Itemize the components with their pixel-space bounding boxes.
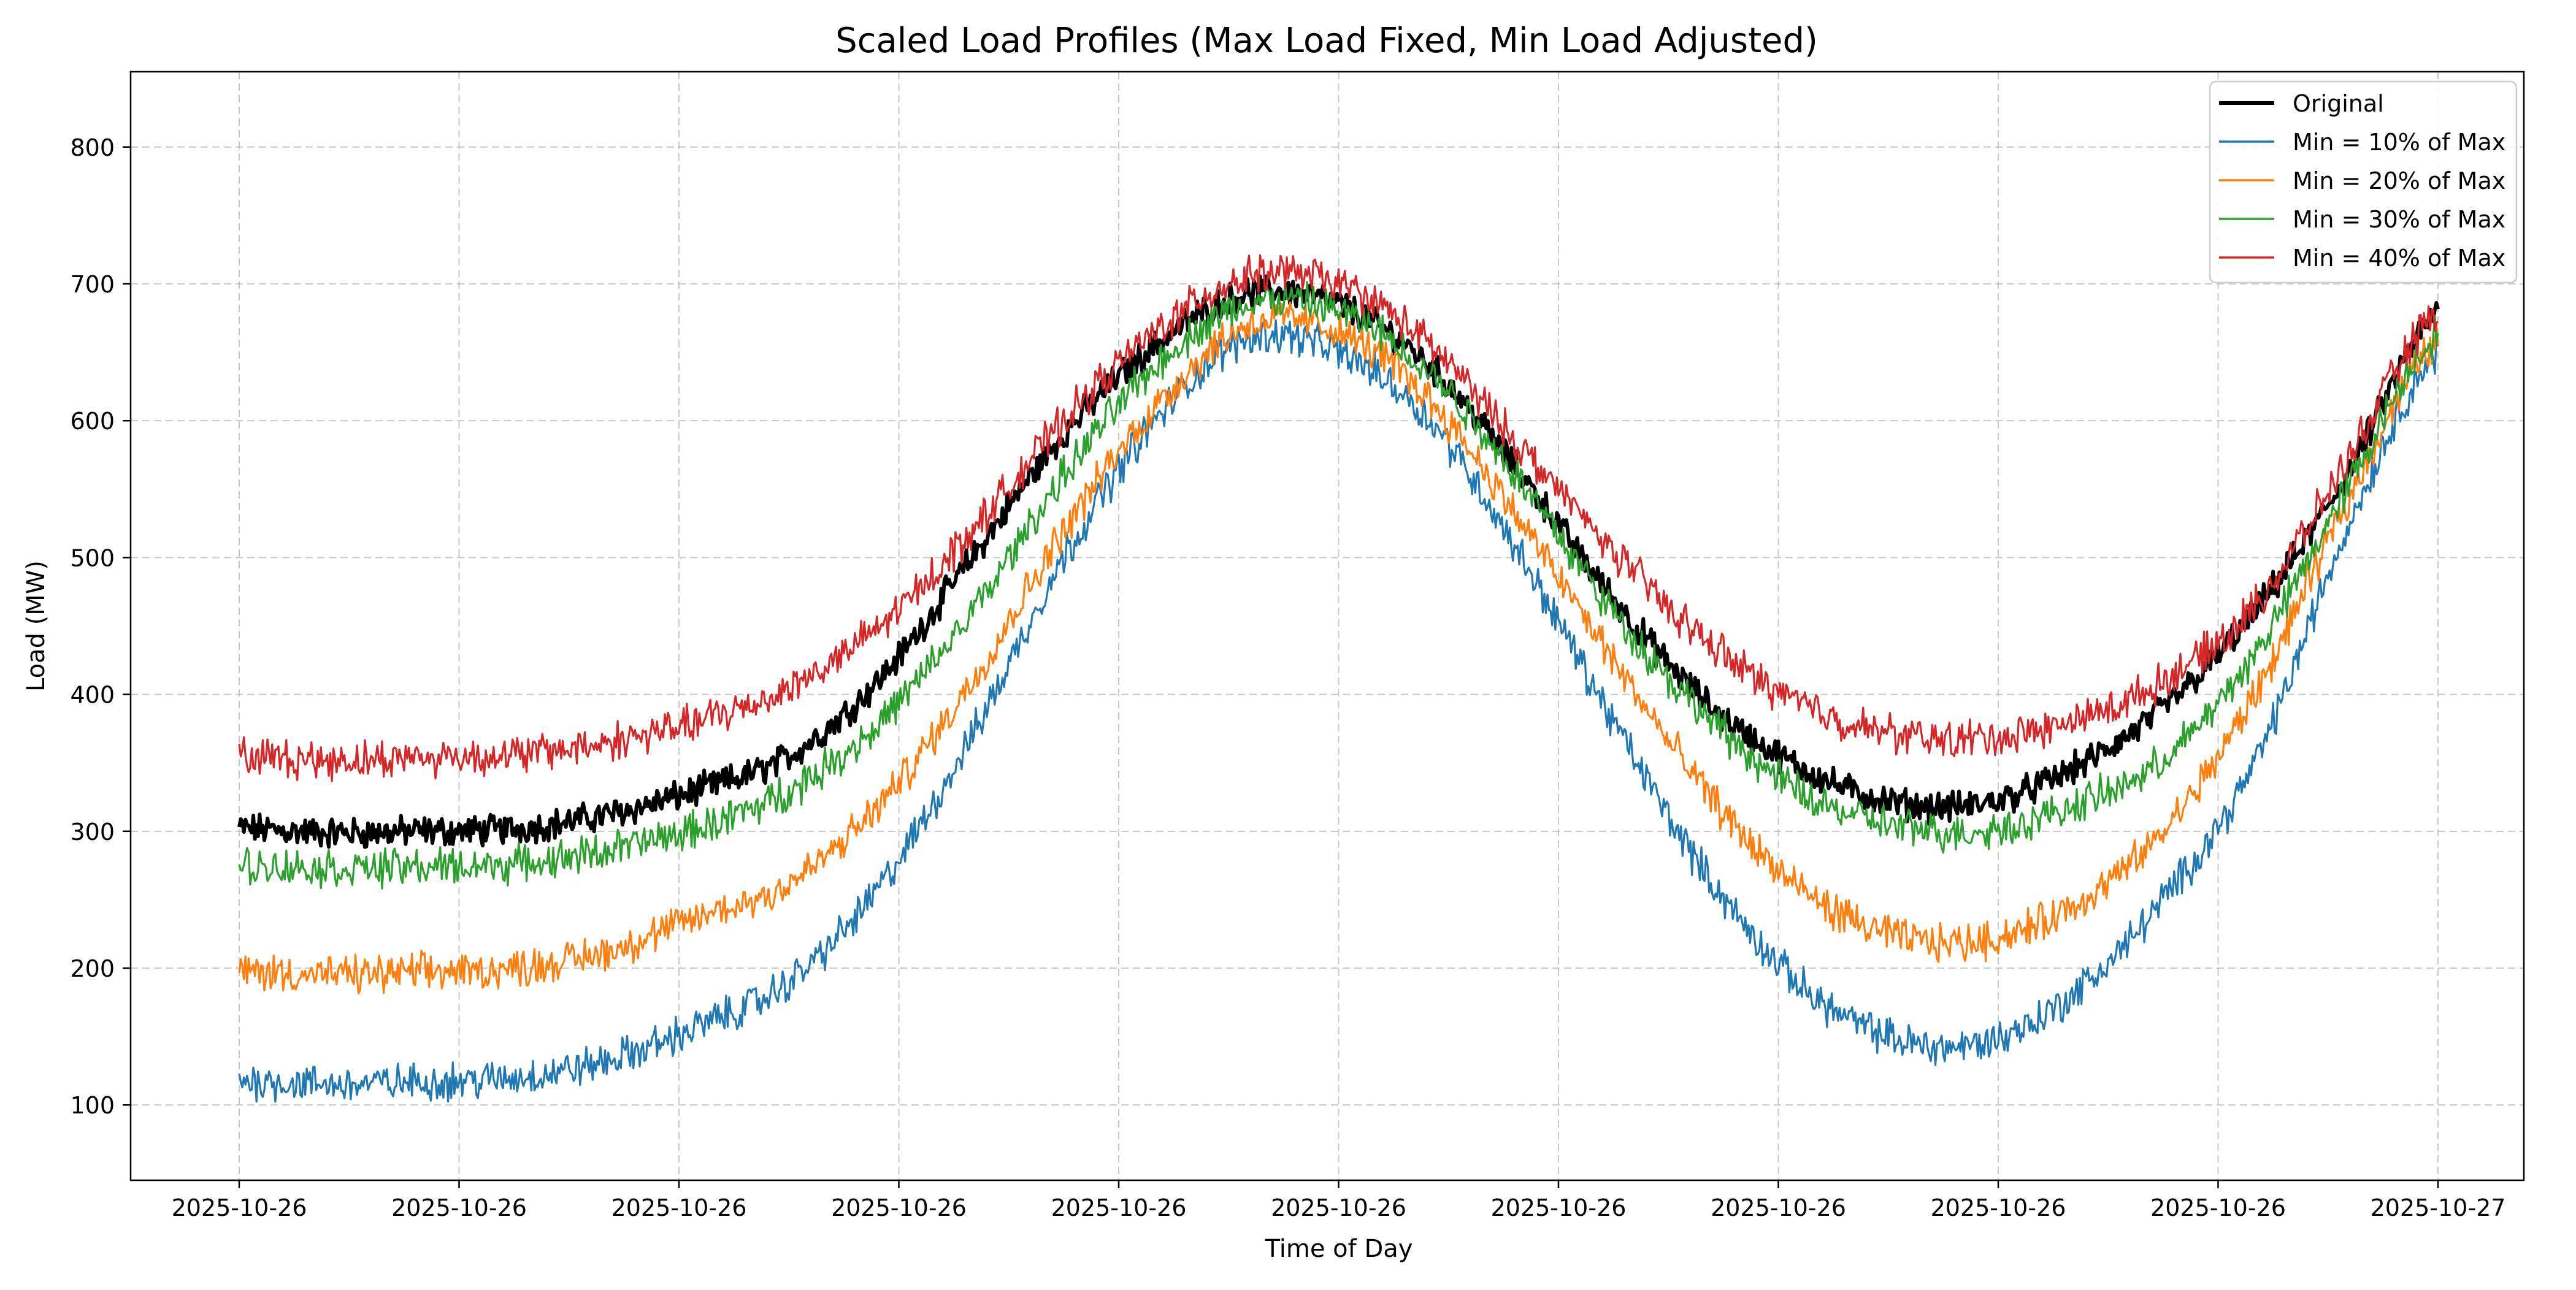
y-axis: 100 200 300 400 500 600 700 800	[70, 134, 131, 1119]
grid	[131, 72, 2524, 1180]
series-line-0	[237, 274, 2440, 849]
series-line-4	[238, 254, 2439, 782]
x-tick-label: 2025-10-26	[1051, 1194, 1187, 1221]
legend-label: Min = 30% of Max	[2293, 206, 2505, 233]
legend-label: Min = 40% of Max	[2293, 245, 2505, 272]
y-tick-label: 200	[70, 955, 115, 982]
x-tick-label: 2025-10-26	[1711, 1194, 1846, 1221]
x-tick-label: 2025-10-26	[611, 1194, 747, 1221]
x-tick-label: 2025-10-27	[2371, 1194, 2506, 1221]
x-tick-label: 2025-10-26	[1931, 1194, 2066, 1221]
y-tick-label: 400	[70, 682, 115, 709]
legend-label: Original	[2293, 90, 2384, 117]
y-tick-label: 300	[70, 819, 115, 845]
legend-label: Min = 20% of Max	[2293, 167, 2505, 194]
y-tick-label: 500	[70, 544, 115, 571]
x-tick-label: 2025-10-26	[831, 1194, 967, 1221]
y-tick-label: 600	[70, 408, 115, 435]
x-tick-label: 2025-10-26	[172, 1194, 307, 1221]
y-tick-label: 100	[70, 1092, 115, 1119]
legend-items: Original Min = 10% of Max Min = 20% of Max…	[2219, 90, 2505, 272]
series-lines	[237, 254, 2440, 1103]
series-line-1	[238, 319, 2439, 1103]
x-tick-label: 2025-10-26	[1271, 1194, 1406, 1221]
legend-box	[2209, 80, 2518, 284]
legend-label: Min = 10% of Max	[2293, 129, 2505, 156]
x-tick-label: 2025-10-26	[1491, 1194, 1627, 1221]
x-tick-label: 2025-10-26	[391, 1194, 527, 1221]
x-axis: 2025-10-26 2025-10-26 2025-10-26 2025-10-26…	[172, 1180, 2506, 1221]
x-tick-label: 2025-10-26	[2150, 1194, 2286, 1221]
plot-frame	[129, 71, 2525, 1181]
series-line-2	[238, 300, 2439, 994]
legend: Original Min = 10% of Max Min = 20% of Max…	[2209, 80, 2518, 284]
y-tick-label: 800	[70, 134, 115, 161]
x-axis-label: Time of Day	[1265, 1235, 1413, 1263]
y-tick-label: 700	[70, 271, 115, 298]
chart-title: Scaled Load Profiles (Max Load Fixed, Mi…	[835, 21, 1818, 61]
series-line-3	[238, 281, 2439, 890]
y-axis-label: Load (MW)	[22, 560, 50, 692]
